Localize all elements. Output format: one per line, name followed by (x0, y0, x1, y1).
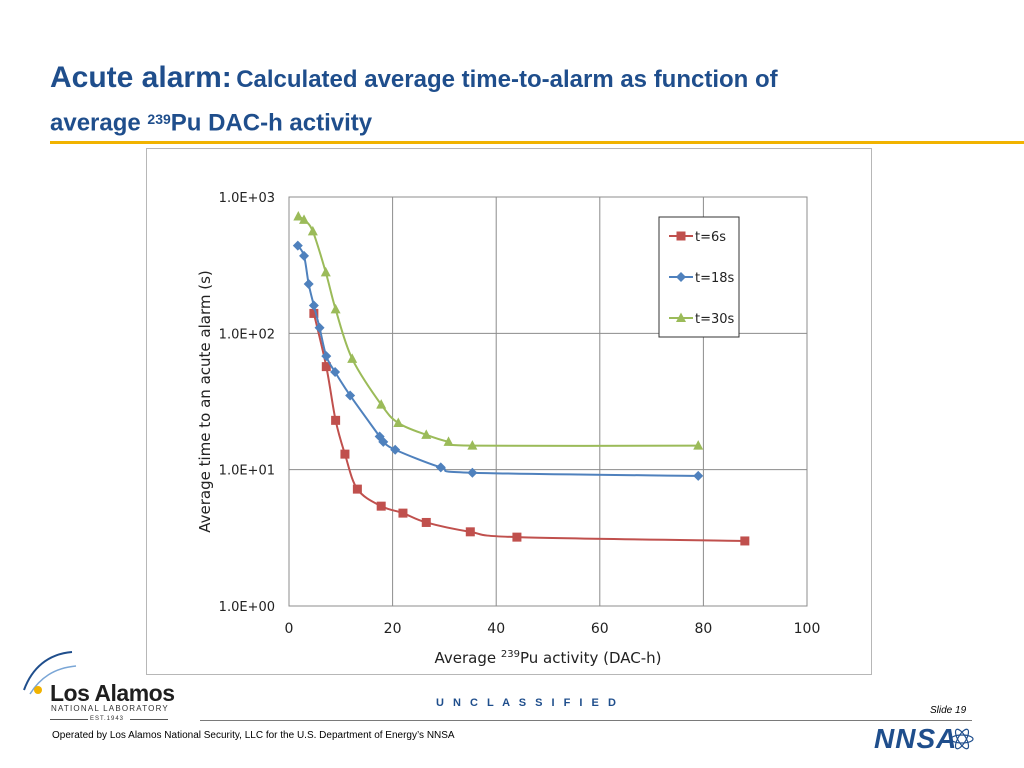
data-point (292, 240, 303, 251)
footer-divider (200, 720, 972, 721)
slide-number: Slide 19 (930, 705, 967, 716)
x-tick-label: 80 (694, 621, 712, 637)
data-point (293, 210, 304, 221)
data-point (303, 279, 314, 290)
data-point (347, 353, 358, 363)
data-point (330, 303, 341, 314)
series-line (296, 245, 699, 477)
plot-area (288, 196, 808, 607)
logo-est: EST.1943 (90, 716, 125, 722)
data-point (393, 417, 404, 427)
data-point (309, 308, 319, 318)
logo-name: Los Alamos (50, 680, 175, 706)
data-point (465, 527, 475, 537)
data-point (376, 399, 387, 409)
data-point (443, 436, 454, 446)
logo-sub: NATIONAL LABORATORY (51, 704, 169, 713)
title-rest-1: Calculated average time-to-alarm as func… (236, 66, 778, 93)
series-line (297, 215, 699, 447)
data-point (352, 484, 362, 494)
x-tick-label: 60 (591, 621, 609, 637)
data-point (321, 362, 331, 372)
data-point (330, 367, 341, 378)
legend-label: t=30s (695, 312, 735, 327)
legend-marker (676, 312, 686, 322)
chart-svg: 0 20 40 60 80 100 1.0E+00 1.0E+01 1.0E+02 1.0E+03… (196, 191, 821, 667)
chart-frame: 0 20 40 60 80 100 1.0E+00 1.0E+01 1.0E+02 1.0E+03… (146, 148, 872, 675)
legend-label: t=6s (695, 230, 726, 245)
logo-swoosh-icon (23, 651, 77, 695)
data-point (390, 444, 401, 455)
y-axis-label: Average time to an acute alarm (s) (196, 270, 214, 533)
title-rest-2b: Pu DAC-h activity (170, 109, 373, 137)
legend-marker (676, 231, 686, 241)
nnsa-logo-text: NNSA (874, 723, 957, 754)
slide-title: Acute alarm: Calculated average time-to-… (50, 60, 950, 144)
data-point (378, 436, 389, 447)
title-rest-2a: average (50, 109, 148, 137)
data-point (320, 266, 331, 277)
classification-label: U N C L A S S I F I E D (436, 697, 619, 709)
data-point (435, 462, 446, 473)
data-point (398, 508, 408, 518)
data-point (314, 322, 325, 333)
data-point (467, 467, 478, 478)
data-point (421, 429, 432, 439)
y-tick-label: 1.0E+03 (219, 191, 275, 206)
operated-by-text: Operated by Los Alamos National Security… (52, 730, 455, 741)
data-point (376, 501, 386, 511)
data-point (693, 470, 704, 481)
legend-label: t=18s (695, 271, 735, 286)
y-tick-label: 1.0E+00 (219, 600, 275, 615)
series-t-6s (309, 308, 750, 546)
atom-icon (950, 728, 974, 750)
y-tick-label: 1.0E+01 (219, 464, 275, 479)
data-point (345, 390, 356, 401)
nnsa-logo: NNSA (874, 723, 974, 754)
title-main: Acute alarm: (50, 61, 232, 94)
x-tick-label: 100 (794, 621, 821, 637)
series-t-30s (293, 210, 704, 450)
title-sup: 239 (147, 111, 171, 127)
x-axis-label: Average 239Pu activity (DAC-h) (435, 649, 662, 667)
series-t-18s (292, 240, 704, 481)
data-point (693, 440, 704, 450)
x-tick-label: 40 (487, 621, 505, 637)
legend-marker (676, 272, 686, 282)
data-point (512, 532, 522, 542)
data-point (299, 214, 310, 224)
data-point (299, 250, 310, 261)
data-point (340, 449, 350, 459)
data-point (740, 536, 750, 546)
data-point (307, 225, 318, 236)
data-point (467, 440, 478, 450)
x-tick-label: 0 (285, 621, 294, 637)
x-tick-label: 20 (384, 621, 402, 637)
los-alamos-logo: Los Alamos NATIONAL LABORATORY EST.1943 (20, 650, 200, 730)
y-tick-label: 1.0E+02 (219, 327, 275, 342)
title-divider (50, 141, 1024, 144)
data-point (308, 300, 319, 311)
data-point (331, 415, 341, 425)
data-point (321, 351, 332, 362)
data-point (421, 517, 431, 527)
